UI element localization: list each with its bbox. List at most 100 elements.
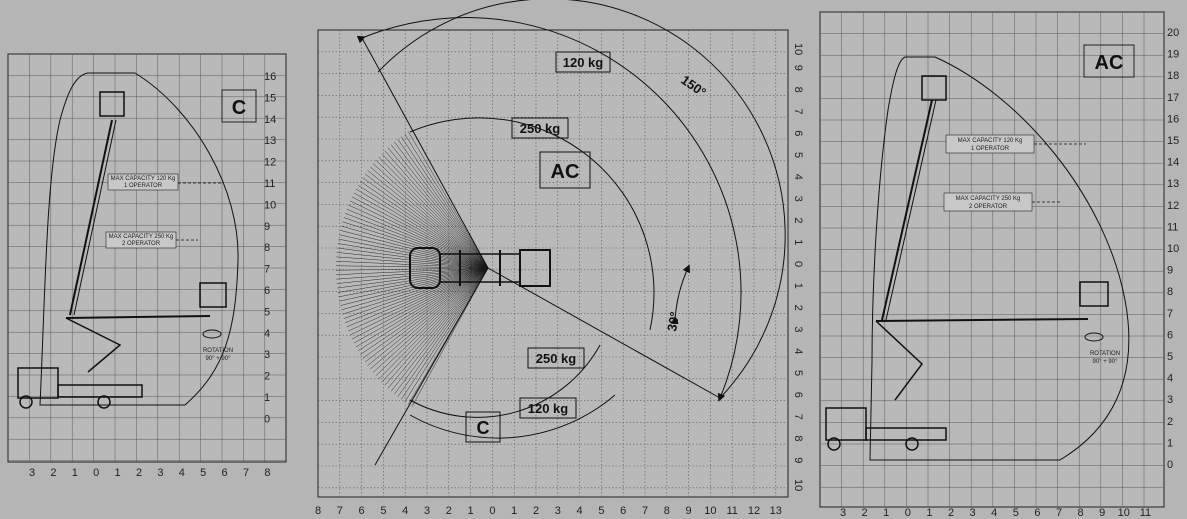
y-tick-label: 10 xyxy=(792,43,804,55)
right-panel: MAX CAPACITY 120 Kg 1 OPERATOR MAX CAPAC… xyxy=(819,11,1179,519)
y-tick-label: 12 xyxy=(1167,200,1179,212)
x-tick-label: 3 xyxy=(840,507,846,519)
left-basket-side xyxy=(199,282,227,308)
left-boom-edge xyxy=(73,119,117,316)
y-tick-label: 10 xyxy=(264,199,276,211)
x-tick-label: 8 xyxy=(264,467,270,479)
left-x-axis: 3 2 1 0 1 2 3 4 5 6 7 8 xyxy=(29,467,271,479)
right-lower-arm xyxy=(875,320,924,401)
label-120: 120 kg xyxy=(563,55,604,70)
y-tick-label: 6 xyxy=(792,392,804,398)
y-tick-label: 12 xyxy=(264,157,276,169)
y-tick-label: 15 xyxy=(1167,135,1179,147)
y-tick-label: 6 xyxy=(792,130,804,136)
left-envelope xyxy=(39,72,239,406)
right-mode-label: AC xyxy=(1095,52,1124,74)
right-capacity-2-line-2: 2 OPERATOR xyxy=(969,204,1008,210)
y-tick-label: 5 xyxy=(264,306,270,318)
y-tick-label: 4 xyxy=(264,328,270,340)
y-tick-label: 15 xyxy=(264,92,276,104)
left-truck xyxy=(17,367,143,409)
right-capacity-1-line-2: 1 OPERATOR xyxy=(971,146,1010,152)
x-tick-label: 5 xyxy=(380,505,386,517)
left-boom xyxy=(69,119,113,316)
left-capacity-box-1 xyxy=(107,173,179,191)
label-120-lower-box xyxy=(519,397,577,419)
right-capacity-2-line-1: MAX CAPACITY 250 Kg xyxy=(956,196,1021,202)
x-tick-label: 5 xyxy=(200,467,206,479)
y-tick-label: 10 xyxy=(1167,243,1179,255)
x-tick-label: 6 xyxy=(222,467,228,479)
x-tick-label: 7 xyxy=(1056,507,1062,519)
x-tick-label: 1 xyxy=(883,507,889,519)
x-tick-label: 12 xyxy=(748,505,760,517)
x-tick-label: 1 xyxy=(926,507,932,519)
y-tick-label: 16 xyxy=(1167,113,1179,125)
right-capacity-1-line-1: MAX CAPACITY 120 Kg xyxy=(958,138,1023,144)
y-tick-label: 5 xyxy=(792,370,804,376)
x-tick-label: 7 xyxy=(642,505,648,517)
y-tick-label: 19 xyxy=(1167,49,1179,61)
x-tick-label: 5 xyxy=(598,505,604,517)
y-tick-label: 6 xyxy=(1167,329,1173,341)
x-tick-label: 6 xyxy=(359,505,365,517)
x-tick-label: 3 xyxy=(555,505,561,517)
y-tick-label: 0 xyxy=(264,413,270,425)
left-basket-top xyxy=(99,91,125,117)
y-tick-label: 9 xyxy=(1167,265,1173,277)
y-tick-label: 4 xyxy=(792,174,804,180)
y-tick-label: 8 xyxy=(792,87,804,93)
x-tick-label: 4 xyxy=(577,505,583,517)
x-tick-label: 2 xyxy=(862,507,868,519)
x-tick-label: 7 xyxy=(243,467,249,479)
y-tick-label: 16 xyxy=(264,71,276,83)
x-tick-label: 1 xyxy=(511,505,517,517)
label-120-lower: 120 kg xyxy=(528,401,569,416)
arc-250-lower xyxy=(409,344,601,418)
left-mode-box xyxy=(221,89,257,123)
x-tick-label: 2 xyxy=(446,505,452,517)
x-tick-label: 5 xyxy=(1013,507,1019,519)
label-250: 250 kg xyxy=(520,121,561,136)
x-tick-label: 10 xyxy=(704,505,716,517)
left-panel: MAX CAPACITY 120 Kg 1 OPERATOR MAX CAPAC… xyxy=(7,53,287,479)
arc-150 xyxy=(356,17,742,402)
right-frame xyxy=(819,11,1165,508)
y-tick-label: 11 xyxy=(1167,221,1178,233)
y-tick-label: 14 xyxy=(264,114,276,126)
right-basket-side xyxy=(1079,281,1109,307)
y-tick-label: 3 xyxy=(792,196,804,202)
y-tick-label: 9 xyxy=(792,65,804,71)
x-tick-label: 2 xyxy=(533,505,539,517)
y-tick-label: 20 xyxy=(1167,27,1179,39)
y-tick-label: 7 xyxy=(792,108,804,114)
x-tick-label: 1 xyxy=(115,467,121,479)
y-tick-label: 1 xyxy=(792,283,804,289)
x-tick-label: 2 xyxy=(50,467,56,479)
right-grid xyxy=(820,12,1164,507)
left-capacity-2-line-1: MAX CAPACITY 250 Kg xyxy=(109,234,174,240)
y-tick-label: 8 xyxy=(1167,286,1173,298)
center-panel: 120 kg 250 kg AC 250 kg 120 kg C 150° 30… xyxy=(315,0,804,517)
y-tick-label: 1 xyxy=(264,392,270,404)
y-tick-label: 4 xyxy=(792,348,804,354)
right-truck xyxy=(825,407,947,451)
x-tick-label: 0 xyxy=(489,505,495,517)
left-mode-label: C xyxy=(232,97,246,119)
y-tick-label: 11 xyxy=(264,178,275,190)
left-rotation-label: ROTATION xyxy=(203,348,233,354)
y-tick-label: 3 xyxy=(792,326,804,332)
y-tick-label: 2 xyxy=(792,305,804,311)
x-tick-label: 6 xyxy=(1034,507,1040,519)
y-tick-label: 17 xyxy=(1167,92,1179,104)
right-rotation-label: ROTATION xyxy=(1090,351,1120,357)
x-tick-label: 1 xyxy=(468,505,474,517)
left-rotation-value: 90° + 90° xyxy=(206,356,232,362)
x-tick-label: 11 xyxy=(1140,507,1151,519)
right-x-axis: 3 2 1 0 1 2 3 4 5 6 7 8 9 10 11 xyxy=(840,507,1151,519)
y-tick-label: 7 xyxy=(264,264,270,276)
y-tick-label: 7 xyxy=(1167,308,1173,320)
